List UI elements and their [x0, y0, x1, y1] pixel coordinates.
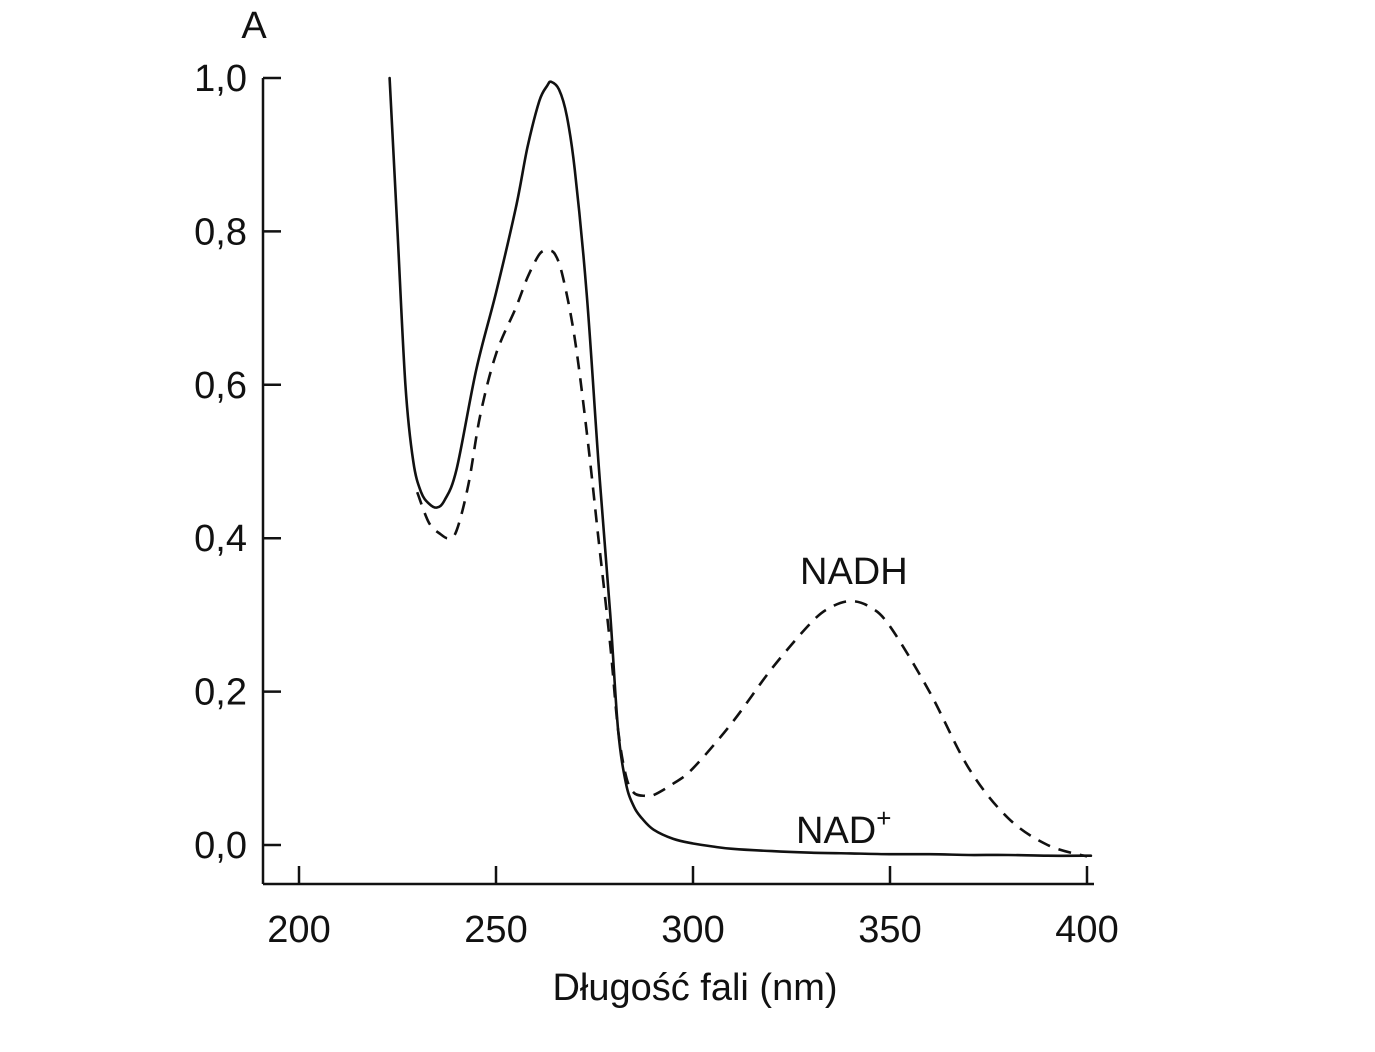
series-line-nad-plus — [388, 76, 1093, 858]
y-tick-label: 0,6 — [194, 365, 247, 407]
y-tick-label: 1,0 — [194, 58, 247, 100]
y-tick-label: 0,0 — [194, 825, 247, 867]
y-ticks: 0,0 0,2 0,4 0,6 0,8 1,0 — [194, 58, 281, 867]
x-tick-label: 300 — [661, 909, 724, 951]
y-axis-title: A — [241, 5, 267, 47]
series-label-nadh: NADH — [800, 551, 908, 593]
series-layer — [388, 76, 1093, 858]
series-line-nadh — [415, 249, 1088, 858]
x-tick-label: 350 — [858, 909, 921, 951]
y-tick-label: 0,2 — [194, 672, 247, 714]
x-tick-label: 250 — [464, 909, 527, 951]
series-label-nad-plus-superscript: + — [876, 803, 891, 833]
series-label-nad-plus: NAD+ — [796, 803, 891, 852]
axes — [261, 78, 1094, 886]
x-axis-title: Długość fali (nm) — [552, 967, 837, 1009]
y-tick-label: 0,4 — [194, 518, 247, 560]
x-tick-label: 400 — [1055, 909, 1118, 951]
series-label-nad-plus-main: NAD — [796, 810, 876, 852]
x-tick-label: 200 — [267, 909, 330, 951]
x-ticks: 200 250 300 350 400 — [267, 866, 1119, 951]
y-tick-label: 0,8 — [194, 211, 247, 253]
